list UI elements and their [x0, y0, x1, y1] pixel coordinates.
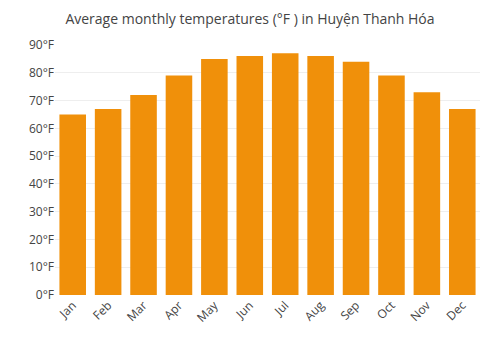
svg-text:Sep: Sep: [336, 297, 363, 324]
svg-text:Jul: Jul: [270, 297, 292, 319]
svg-text:30°F: 30°F: [29, 203, 54, 220]
svg-text:Feb: Feb: [89, 297, 115, 323]
svg-text:20°F: 20°F: [29, 231, 54, 248]
svg-text:50°F: 50°F: [29, 147, 54, 164]
svg-text:Aug: Aug: [300, 297, 328, 325]
svg-text:Mar: Mar: [123, 297, 151, 325]
svg-text:Dec: Dec: [442, 297, 469, 324]
svg-text:Average monthly temperatures (: Average monthly temperatures (°F ) in Hu…: [65, 9, 434, 28]
svg-text:Jun: Jun: [231, 297, 256, 322]
svg-text:Nov: Nov: [406, 297, 434, 325]
svg-text:40°F: 40°F: [29, 175, 54, 192]
svg-text:May: May: [193, 296, 222, 325]
svg-text:60°F: 60°F: [29, 120, 54, 137]
svg-text:Apr: Apr: [160, 297, 186, 323]
svg-text:90°F: 90°F: [29, 36, 54, 53]
svg-text:Oct: Oct: [373, 297, 399, 323]
svg-text:80°F: 80°F: [29, 64, 54, 81]
svg-text:0°F: 0°F: [36, 286, 54, 303]
svg-text:10°F: 10°F: [29, 258, 54, 275]
svg-text:70°F: 70°F: [29, 92, 54, 109]
svg-text:Jan: Jan: [55, 297, 80, 322]
